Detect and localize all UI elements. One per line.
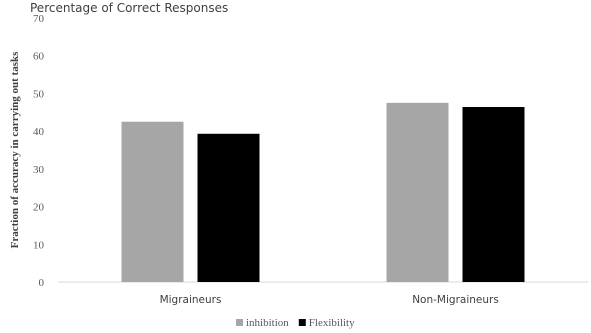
y-tick-label: 20: [33, 202, 45, 214]
y-tick-label: 0: [39, 277, 45, 289]
bar-flexibility-non-migraineurs: [462, 107, 525, 283]
y-tick-label: 60: [33, 51, 45, 63]
y-tick-label: 50: [33, 88, 45, 100]
x-category-label: Non-Migraineurs: [412, 294, 499, 306]
y-tick-label: 30: [33, 164, 45, 176]
legend-swatch-inhibition: [236, 319, 243, 326]
bar-inhibition-non-migraineurs: [386, 102, 449, 282]
legend: inhibition Flexibility: [236, 317, 355, 329]
x-axis-categories: Migraineurs Non-Migraineurs: [160, 294, 499, 306]
y-tick-label: 40: [33, 126, 45, 138]
legend-label-flexibility: Flexibility: [309, 317, 355, 329]
legend-swatch-flexibility: [298, 319, 306, 326]
y-tick-label: 10: [33, 239, 45, 251]
y-axis-ticks: 0 10 20 30 40 50 60 70: [33, 13, 45, 289]
x-category-label: Migraineurs: [160, 294, 222, 306]
bar-inhibition-migraineurs: [121, 121, 184, 282]
bar-flexibility-migraineurs: [197, 133, 260, 282]
bars: [121, 102, 525, 283]
y-axis-label: Fraction of accuracy in carrying out tas…: [9, 51, 21, 248]
legend-label-inhibition: inhibition: [246, 317, 289, 329]
y-tick-label: 70: [33, 13, 45, 25]
chart-top-text: Percentage of Correct Responses: [30, 1, 228, 15]
